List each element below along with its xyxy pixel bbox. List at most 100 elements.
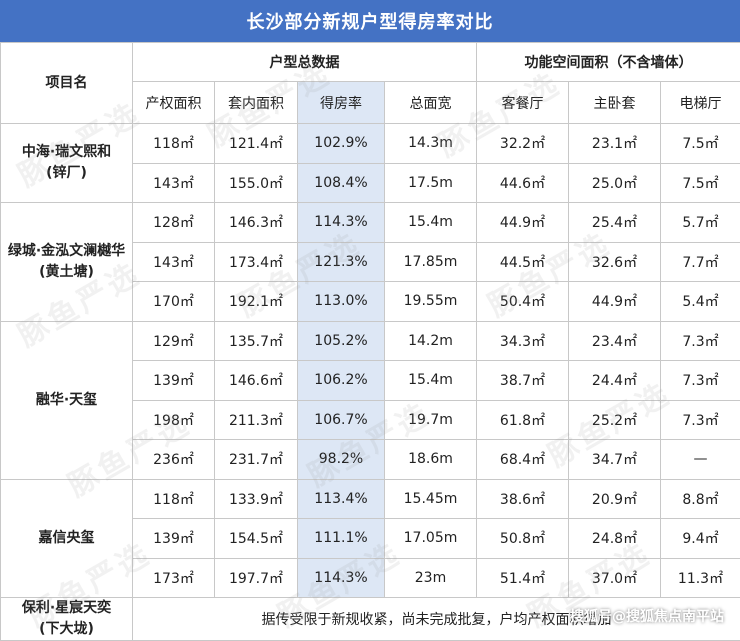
table-cell: 7.3㎡ xyxy=(661,361,740,401)
table-cell: 51.4㎡ xyxy=(477,558,569,598)
table-cell: 231.7㎡ xyxy=(215,440,298,480)
table-cell: 114.3% xyxy=(298,558,385,598)
comparison-table: 项目名 户型总数据 功能空间面积（不含墙体） 产权面积套内面积得房率总面宽客餐厅… xyxy=(0,42,740,641)
header-group-total: 户型总数据 xyxy=(133,43,477,82)
project-name: 保利·星宸天奕(下大垅) xyxy=(1,598,133,641)
table-cell: 34.7㎡ xyxy=(569,440,661,480)
project-name: 融华·天玺 xyxy=(1,321,133,479)
table-cell: 32.6㎡ xyxy=(569,242,661,282)
table-cell: 38.7㎡ xyxy=(477,361,569,401)
table-cell: 192.1㎡ xyxy=(215,282,298,322)
source-credit: 搜狐号@搜狐焦点南平站 xyxy=(570,606,724,626)
table-cell: 7.7㎡ xyxy=(661,242,740,282)
table-cell: 25.0㎡ xyxy=(569,163,661,203)
column-header: 产权面积 xyxy=(133,82,215,124)
column-header: 总面宽 xyxy=(385,82,477,124)
table-cell: 118㎡ xyxy=(133,479,215,519)
table-cell: 19.7m xyxy=(385,400,477,440)
table-cell: 25.2㎡ xyxy=(569,400,661,440)
table-cell: 143㎡ xyxy=(133,163,215,203)
table-cell: 173㎡ xyxy=(133,558,215,598)
project-name: 嘉信央玺 xyxy=(1,479,133,598)
table-cell: 106.2% xyxy=(298,361,385,401)
table-cell: 143㎡ xyxy=(133,242,215,282)
table-cell: 236㎡ xyxy=(133,440,215,480)
table-cell: 68.4㎡ xyxy=(477,440,569,480)
table-cell: 111.1% xyxy=(298,519,385,559)
table-cell: 146.6㎡ xyxy=(215,361,298,401)
header-group-function: 功能空间面积（不含墙体） xyxy=(477,43,740,82)
table-cell: — xyxy=(661,440,740,480)
table-cell: 20.9㎡ xyxy=(569,479,661,519)
table-cell: 7.3㎡ xyxy=(661,321,740,361)
header-project: 项目名 xyxy=(1,43,133,124)
table-cell: 113.4% xyxy=(298,479,385,519)
table-cell: 146.3㎡ xyxy=(215,203,298,243)
table-cell: 17.05m xyxy=(385,519,477,559)
table-cell: 14.2m xyxy=(385,321,477,361)
table-cell: 5.4㎡ xyxy=(661,282,740,322)
table-cell: 15.4m xyxy=(385,203,477,243)
table-cell: 44.6㎡ xyxy=(477,163,569,203)
table-cell: 114.3% xyxy=(298,203,385,243)
project-name: 绿城·金泓文澜樾华 (黄土塘) xyxy=(1,203,133,322)
table-cell: 98.2% xyxy=(298,440,385,480)
table-cell: 17.85m xyxy=(385,242,477,282)
project-name-line: 融华·天玺 xyxy=(36,392,97,408)
column-header: 得房率 xyxy=(298,82,385,124)
table-cell: 25.4㎡ xyxy=(569,203,661,243)
table-cell: 23.4㎡ xyxy=(569,321,661,361)
table-cell: 19.55m xyxy=(385,282,477,322)
table-cell: 44.5㎡ xyxy=(477,242,569,282)
table-cell: 14.3m xyxy=(385,124,477,164)
project-name-line: 绿城·金泓文澜樾华 xyxy=(8,243,125,259)
table-cell: 61.8㎡ xyxy=(477,400,569,440)
table-cell: 128㎡ xyxy=(133,203,215,243)
table-cell: 5.7㎡ xyxy=(661,203,740,243)
project-name-line: 嘉信央玺 xyxy=(39,530,95,546)
table-cell: 102.9% xyxy=(298,124,385,164)
table-cell: 8.8㎡ xyxy=(661,479,740,519)
table-cell: 50.8㎡ xyxy=(477,519,569,559)
table-cell: 129㎡ xyxy=(133,321,215,361)
table-cell: 170㎡ xyxy=(133,282,215,322)
table-cell: 23m xyxy=(385,558,477,598)
table-cell: 15.45m xyxy=(385,479,477,519)
table-cell: 211.3㎡ xyxy=(215,400,298,440)
table-cell: 15.4m xyxy=(385,361,477,401)
table-cell: 7.5㎡ xyxy=(661,163,740,203)
project-name-line: (锌厂) xyxy=(46,165,87,181)
table-cell: 17.5m xyxy=(385,163,477,203)
table-cell: 34.3㎡ xyxy=(477,321,569,361)
table-cell: 139㎡ xyxy=(133,361,215,401)
table-cell: 198㎡ xyxy=(133,400,215,440)
column-header: 客餐厅 xyxy=(477,82,569,124)
table-cell: 9.4㎡ xyxy=(661,519,740,559)
table-cell: 173.4㎡ xyxy=(215,242,298,282)
table-cell: 24.8㎡ xyxy=(569,519,661,559)
table-cell: 197.7㎡ xyxy=(215,558,298,598)
table-cell: 38.6㎡ xyxy=(477,479,569,519)
note-cell: 据传受限于新规收紧，尚未完成批复，户均产权面积增加搜狐号@搜狐焦点南平站 xyxy=(133,598,740,641)
project-name: 中海·瑞文熙和 (锌厂) xyxy=(1,124,133,203)
table-cell: 18.6m xyxy=(385,440,477,480)
table-cell: 24.4㎡ xyxy=(569,361,661,401)
table-cell: 121.4㎡ xyxy=(215,124,298,164)
project-name-line: (黄土塘) xyxy=(39,264,94,280)
column-header: 主卧套 xyxy=(569,82,661,124)
table-cell: 50.4㎡ xyxy=(477,282,569,322)
table-cell: 7.5㎡ xyxy=(661,124,740,164)
table-cell: 139㎡ xyxy=(133,519,215,559)
note-text: 据传受限于新规收紧，尚未完成批复，户均产权面积增加 xyxy=(262,609,612,629)
table-cell: 32.2㎡ xyxy=(477,124,569,164)
table-cell: 44.9㎡ xyxy=(477,203,569,243)
table-cell: 121.3% xyxy=(298,242,385,282)
project-name-line: 中海·瑞文熙和 xyxy=(22,144,111,160)
column-header: 电梯厅 xyxy=(661,82,740,124)
table-cell: 7.3㎡ xyxy=(661,400,740,440)
table-cell: 154.5㎡ xyxy=(215,519,298,559)
table-cell: 23.1㎡ xyxy=(569,124,661,164)
